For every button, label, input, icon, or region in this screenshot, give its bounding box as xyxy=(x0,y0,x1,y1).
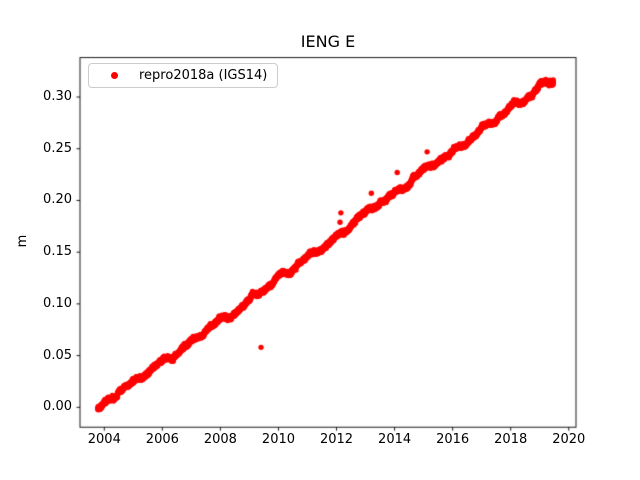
y-tick-label: 0.15 xyxy=(43,244,72,260)
legend: repro2018a (IGS14) xyxy=(88,63,278,88)
y-tick-label: 0.30 xyxy=(43,89,72,104)
x-tick-label: 2016 xyxy=(436,432,470,447)
x-tick-label: 2010 xyxy=(261,432,296,447)
y-tick-label: 0.10 xyxy=(43,295,72,311)
x-tick-label: 2014 xyxy=(378,432,412,447)
y-tick-label: 0.25 xyxy=(43,140,72,156)
x-tick-label: 2006 xyxy=(145,432,179,447)
legend-label: repro2018a (IGS14) xyxy=(139,68,268,83)
legend-marker-dot xyxy=(111,72,118,79)
x-tick-label: 2020 xyxy=(552,432,586,447)
x-tick-label: 2008 xyxy=(203,432,237,447)
chart-title: IENG E xyxy=(300,32,356,51)
y-tick-label: 0.00 xyxy=(43,399,72,415)
x-tick-label: 2004 xyxy=(87,432,121,447)
y-tick-label: 0.05 xyxy=(43,347,72,363)
x-tick-label: 2018 xyxy=(494,432,528,447)
y-tick-label: 0.20 xyxy=(43,192,72,208)
y-axis-label: m xyxy=(15,234,30,248)
x-tick-label: 2012 xyxy=(319,432,354,447)
